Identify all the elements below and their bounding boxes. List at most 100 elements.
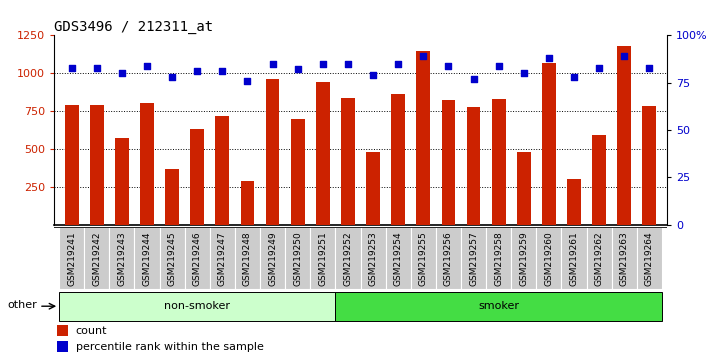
Bar (210, 227, 235, 289)
Bar (110, 227, 134, 289)
Point (443, 63, 454, 69)
Bar (335, 292, 662, 321)
Point (543, 55, 554, 61)
Bar (57, 341, 68, 353)
Point (167, 74, 178, 80)
Text: smoker: smoker (478, 301, 519, 311)
Bar (159, 227, 185, 289)
Bar (617, 46, 631, 225)
Bar (241, 181, 255, 225)
Text: GSM219253: GSM219253 (368, 232, 378, 286)
Point (292, 67, 304, 72)
Bar (84, 227, 110, 289)
Text: GSM219263: GSM219263 (620, 232, 629, 286)
Text: non-smoker: non-smoker (164, 301, 230, 311)
Text: GSM219243: GSM219243 (118, 232, 126, 286)
Bar (59, 227, 84, 289)
Text: GSM219261: GSM219261 (570, 232, 578, 286)
Bar (542, 63, 556, 225)
Text: GSM219241: GSM219241 (67, 232, 76, 286)
Bar (466, 107, 480, 225)
Text: GSM219248: GSM219248 (243, 232, 252, 286)
Bar (57, 325, 68, 336)
Text: GSM219260: GSM219260 (544, 232, 554, 286)
Bar (637, 227, 662, 289)
Bar (461, 227, 486, 289)
Bar (436, 227, 461, 289)
Point (91, 65, 102, 70)
Text: GSM219246: GSM219246 (193, 232, 202, 286)
Bar (366, 152, 380, 225)
Text: GSM219254: GSM219254 (394, 232, 402, 286)
Bar (140, 103, 154, 225)
Bar (235, 227, 260, 289)
Point (417, 53, 429, 59)
Text: GSM219245: GSM219245 (167, 232, 177, 286)
Bar (291, 119, 304, 225)
Text: GSM219250: GSM219250 (293, 232, 302, 286)
Text: percentile rank within the sample: percentile rank within the sample (76, 342, 263, 352)
Text: GSM219255: GSM219255 (419, 232, 428, 286)
Point (141, 63, 153, 69)
Point (342, 61, 354, 67)
Bar (115, 138, 129, 225)
Bar (285, 227, 310, 289)
Bar (90, 105, 104, 225)
Bar (190, 129, 204, 225)
Bar (486, 227, 511, 289)
Bar (517, 152, 531, 225)
Bar (59, 292, 335, 321)
Point (267, 61, 278, 67)
Text: GSM219251: GSM219251 (319, 232, 327, 286)
Text: GSM219242: GSM219242 (92, 232, 101, 286)
Point (116, 70, 128, 76)
Bar (611, 227, 637, 289)
Text: GSM219247: GSM219247 (218, 232, 227, 286)
Bar (216, 116, 229, 225)
Text: GSM219252: GSM219252 (343, 232, 353, 286)
Point (644, 65, 655, 70)
Point (493, 63, 505, 69)
Text: GSM219244: GSM219244 (143, 232, 151, 286)
Bar (592, 135, 606, 225)
Bar (310, 227, 335, 289)
Bar (492, 99, 505, 225)
Bar (134, 227, 159, 289)
Bar (260, 227, 285, 289)
Point (317, 61, 329, 67)
Bar (341, 97, 355, 225)
Bar (65, 105, 79, 225)
Text: GSM219258: GSM219258 (494, 232, 503, 286)
Point (619, 53, 630, 59)
Bar (185, 227, 210, 289)
Point (468, 76, 479, 82)
Point (242, 78, 253, 84)
Text: other: other (7, 299, 37, 310)
Text: GSM219256: GSM219256 (444, 232, 453, 286)
Bar (417, 51, 430, 225)
Bar (441, 100, 456, 225)
Text: GSM219249: GSM219249 (268, 232, 277, 286)
Bar (642, 106, 656, 225)
Bar (265, 79, 280, 225)
Text: GDS3496 / 212311_at: GDS3496 / 212311_at (54, 21, 213, 34)
Bar (511, 227, 536, 289)
Text: count: count (76, 326, 107, 336)
Text: GSM219264: GSM219264 (645, 232, 654, 286)
Bar (411, 227, 436, 289)
Bar (335, 227, 360, 289)
Bar (562, 227, 587, 289)
Point (392, 61, 404, 67)
Bar (392, 95, 405, 225)
Text: GSM219262: GSM219262 (595, 232, 603, 286)
Point (192, 69, 203, 74)
Point (216, 69, 228, 74)
Bar (165, 170, 179, 225)
Point (518, 70, 529, 76)
Text: GSM219259: GSM219259 (519, 232, 528, 286)
Point (568, 74, 580, 80)
Text: GSM219257: GSM219257 (469, 232, 478, 286)
Point (593, 65, 605, 70)
Bar (587, 227, 611, 289)
Point (367, 72, 379, 78)
